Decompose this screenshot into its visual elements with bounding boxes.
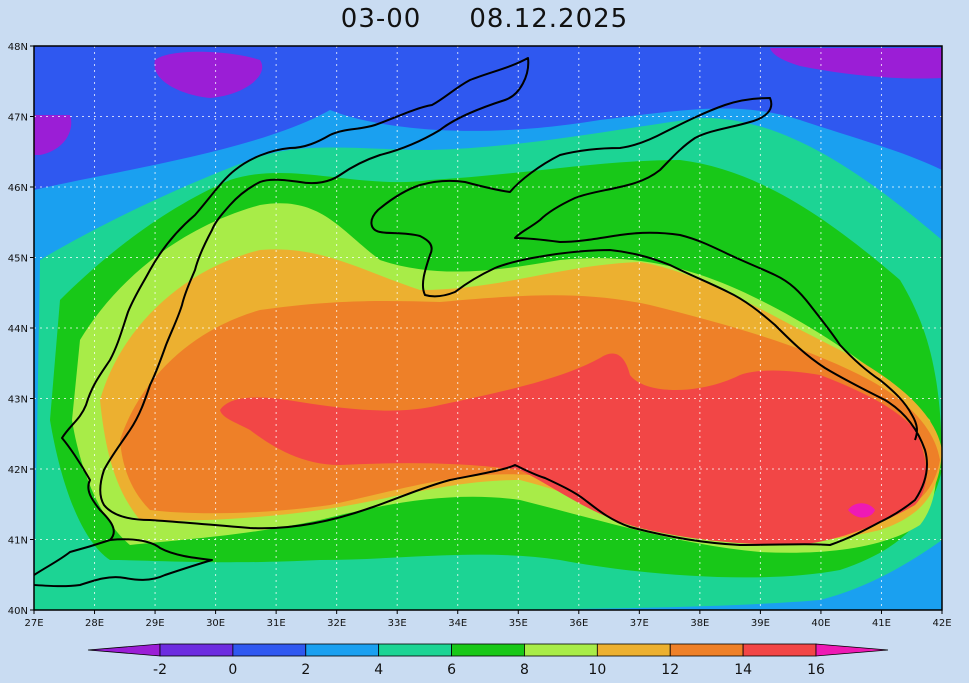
colorbar-label: 10 — [588, 662, 606, 678]
lon-tick-label: 27E — [24, 618, 43, 629]
lon-tick-label: 41E — [872, 618, 891, 629]
field-spot-lt0-west — [34, 115, 72, 155]
colorbar-segment — [742, 643, 817, 657]
coastline-main — [33, 57, 928, 576]
field-spot-gt16 — [848, 503, 875, 518]
forecast-date: 08.12.2025 — [469, 4, 629, 34]
latitude-axis: 40N 41N 42N 43N 44N 45N 46N 47N 48N — [8, 42, 34, 617]
colorbar-segment — [451, 643, 525, 657]
lat-tick-label: 42N — [8, 465, 28, 476]
map-field — [34, 46, 942, 610]
forecast-time: 03-00 — [340, 4, 422, 34]
lat-tick-label: 46N — [8, 183, 28, 194]
longitude-axis: 27E 28E 29E 30E 31E 32E 33E 34E 35E 36E 37E 38E 39E 4… — [24, 610, 952, 629]
colorbar-label: 8 — [520, 662, 529, 678]
colorbar-label: 2 — [301, 662, 310, 678]
colorbar-segment — [669, 643, 744, 657]
colorbar-label: 12 — [661, 662, 679, 678]
lon-tick-label: 36E — [569, 618, 588, 629]
colorbar-segment — [378, 643, 452, 657]
lat-tick-label: 48N — [8, 42, 28, 53]
lon-tick-label: 31E — [267, 618, 286, 629]
coastline — [33, 57, 928, 588]
field-spot-lt0-north — [154, 51, 263, 98]
colorbar-segment — [596, 643, 671, 657]
colorbar-arrow-high — [815, 643, 889, 657]
colorbar: -2 0 2 4 6 8 10 12 14 16 — [87, 643, 889, 678]
lon-tick-label: 30E — [206, 618, 225, 629]
colorbar-label: 16 — [807, 662, 825, 678]
colorbar-arrow-low — [87, 643, 161, 657]
lon-tick-label: 35E — [509, 618, 528, 629]
lat-tick-label: 44N — [8, 324, 28, 335]
colorbar-label: 14 — [734, 662, 752, 678]
lat-tick-label: 40N — [8, 606, 28, 617]
lon-tick-label: 39E — [751, 618, 770, 629]
lat-tick-label: 41N — [8, 536, 28, 547]
lon-tick-label: 34E — [448, 618, 467, 629]
coastline-bosphorus — [33, 538, 213, 588]
colorbar-label: -2 — [153, 662, 167, 678]
lat-tick-label: 45N — [8, 254, 28, 265]
colorbar-label: 0 — [228, 662, 237, 678]
colorbar-segment — [159, 643, 234, 657]
lat-tick-label: 43N — [8, 395, 28, 406]
lat-tick-label: 47N — [8, 113, 28, 124]
colorbar-label: 6 — [447, 662, 456, 678]
map-title: 03-00 08.12.2025 — [0, 4, 969, 40]
lon-tick-label: 28E — [85, 618, 104, 629]
lon-tick-label: 40E — [811, 618, 830, 629]
colorbar-segment — [232, 643, 307, 657]
lon-tick-label: 32E — [327, 618, 346, 629]
colorbar-segment — [305, 643, 380, 657]
lon-tick-label: 37E — [630, 618, 649, 629]
lon-tick-label: 38E — [690, 618, 709, 629]
colorbar-segment — [524, 643, 598, 657]
graticule — [34, 46, 942, 610]
field-spot-lt0-ne — [770, 48, 942, 79]
lon-tick-label: 29E — [146, 618, 165, 629]
field-band-14-16 — [220, 353, 927, 545]
colorbar-label: 4 — [374, 662, 383, 678]
lon-tick-label: 42E — [932, 618, 951, 629]
lon-tick-label: 33E — [388, 618, 407, 629]
